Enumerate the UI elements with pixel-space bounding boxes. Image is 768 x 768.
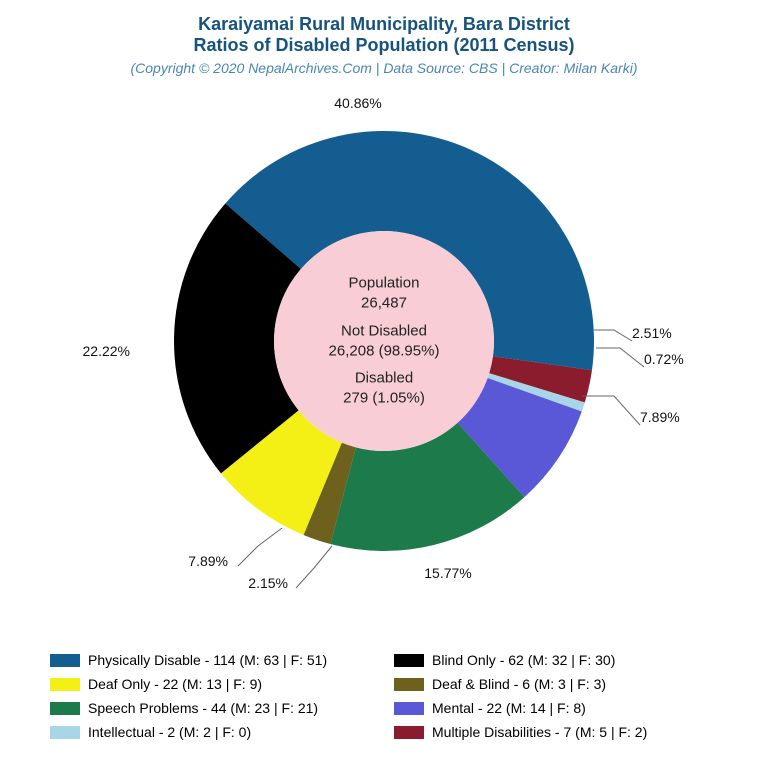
legend-label: Deaf Only - 22 (M: 13 | F: 9) xyxy=(88,676,262,692)
leader-deaf_only xyxy=(238,528,282,566)
title-line1: Karaiyamai Rural Municipality, Bara Dist… xyxy=(0,14,768,35)
legend-swatch xyxy=(394,654,424,667)
legend-swatch xyxy=(50,678,80,691)
legend-label: Physically Disable - 114 (M: 63 | F: 51) xyxy=(88,652,327,668)
donut-center-label: Population 26,487 Not Disabled 26,208 (9… xyxy=(274,266,494,416)
slice-label-blind_only: 22.22% xyxy=(83,343,130,359)
legend-swatch xyxy=(394,726,424,739)
legend-item: Intellectual - 2 (M: 2 | F: 0) xyxy=(50,724,376,740)
center-disabled-label: Disabled xyxy=(274,368,494,388)
legend-swatch xyxy=(50,654,80,667)
legend-item: Mental - 22 (M: 14 | F: 8) xyxy=(394,700,720,716)
center-population-label: Population xyxy=(274,273,494,293)
legend-item: Physically Disable - 114 (M: 63 | F: 51) xyxy=(50,652,376,668)
slice-label-physically_disable: 40.86% xyxy=(334,95,381,111)
center-notdisabled-label: Not Disabled xyxy=(274,321,494,341)
center-population-value: 26,487 xyxy=(274,294,494,314)
slice-label-mental: 7.89% xyxy=(640,409,680,425)
legend-label: Mental - 22 (M: 14 | F: 8) xyxy=(432,700,586,716)
leader-mental xyxy=(582,396,640,425)
legend-item: Deaf & Blind - 6 (M: 3 | F: 3) xyxy=(394,676,720,692)
legend-label: Deaf & Blind - 6 (M: 3 | F: 3) xyxy=(432,676,606,692)
leader-deaf_blind xyxy=(296,546,332,588)
legend-swatch xyxy=(394,678,424,691)
leader-multiple_disabilities xyxy=(594,330,632,341)
legend-item: Blind Only - 62 (M: 32 | F: 30) xyxy=(394,652,720,668)
center-disabled-value: 279 (1.05%) xyxy=(274,389,494,409)
legend-label: Blind Only - 62 (M: 32 | F: 30) xyxy=(432,652,615,668)
title-line2: Ratios of Disabled Population (2011 Cens… xyxy=(0,35,768,56)
center-notdisabled-value: 26,208 (98.95%) xyxy=(274,341,494,361)
legend: Physically Disable - 114 (M: 63 | F: 51)… xyxy=(50,652,720,740)
slice-label-deaf_only: 7.89% xyxy=(188,553,228,569)
slice-label-deaf_blind: 2.15% xyxy=(248,575,288,591)
legend-item: Multiple Disabilities - 7 (M: 5 | F: 2) xyxy=(394,724,720,740)
legend-label: Intellectual - 2 (M: 2 | F: 0) xyxy=(88,724,251,740)
legend-item: Speech Problems - 44 (M: 23 | F: 21) xyxy=(50,700,376,716)
legend-swatch xyxy=(50,726,80,739)
leader-intellectual xyxy=(596,348,644,367)
title-block: Karaiyamai Rural Municipality, Bara Dist… xyxy=(0,0,768,76)
legend-label: Multiple Disabilities - 7 (M: 5 | F: 2) xyxy=(432,724,647,740)
donut-chart: 40.86% 2.51% 0.72% 7.89% 15.77% 2.15% 7.89% 22.… xyxy=(0,86,768,596)
legend-label: Speech Problems - 44 (M: 23 | F: 21) xyxy=(88,700,318,716)
legend-swatch xyxy=(394,702,424,715)
legend-swatch xyxy=(50,702,80,715)
slice-label-speech_problems: 15.77% xyxy=(424,565,471,581)
slice-label-multiple_disabilities: 2.51% xyxy=(632,325,672,341)
slice-label-intellectual: 0.72% xyxy=(644,351,684,367)
legend-item: Deaf Only - 22 (M: 13 | F: 9) xyxy=(50,676,376,692)
subtitle: (Copyright © 2020 NepalArchives.Com | Da… xyxy=(0,60,768,76)
